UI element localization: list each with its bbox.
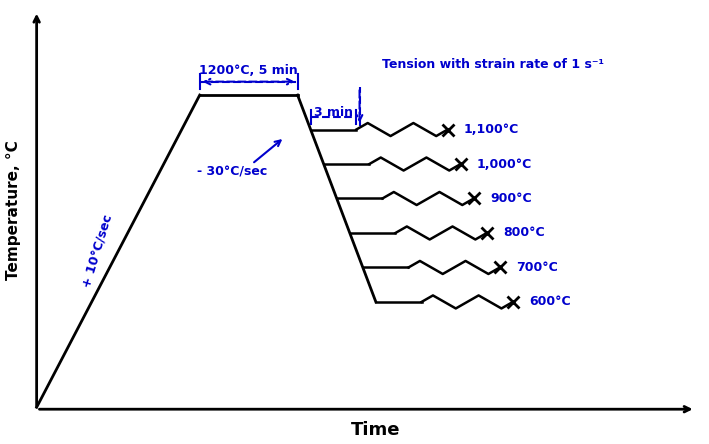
Text: Tension with strain rate of 1 s⁻¹: Tension with strain rate of 1 s⁻¹	[382, 58, 604, 71]
Text: Temperature, °C: Temperature, °C	[6, 140, 21, 280]
Text: 900°C: 900°C	[490, 192, 532, 205]
Text: + 10°C/sec: + 10°C/sec	[82, 213, 116, 289]
Text: 1,100°C: 1,100°C	[464, 123, 519, 136]
Text: 1200°C, 5 min: 1200°C, 5 min	[199, 63, 298, 77]
Text: Time: Time	[351, 421, 401, 439]
Text: - 30°C/sec: - 30°C/sec	[197, 165, 267, 178]
Text: 700°C: 700°C	[516, 261, 558, 274]
Text: 600°C: 600°C	[529, 295, 571, 309]
Text: 1,000°C: 1,000°C	[477, 158, 532, 170]
Text: 3 min: 3 min	[314, 106, 353, 119]
Text: 800°C: 800°C	[503, 226, 545, 239]
